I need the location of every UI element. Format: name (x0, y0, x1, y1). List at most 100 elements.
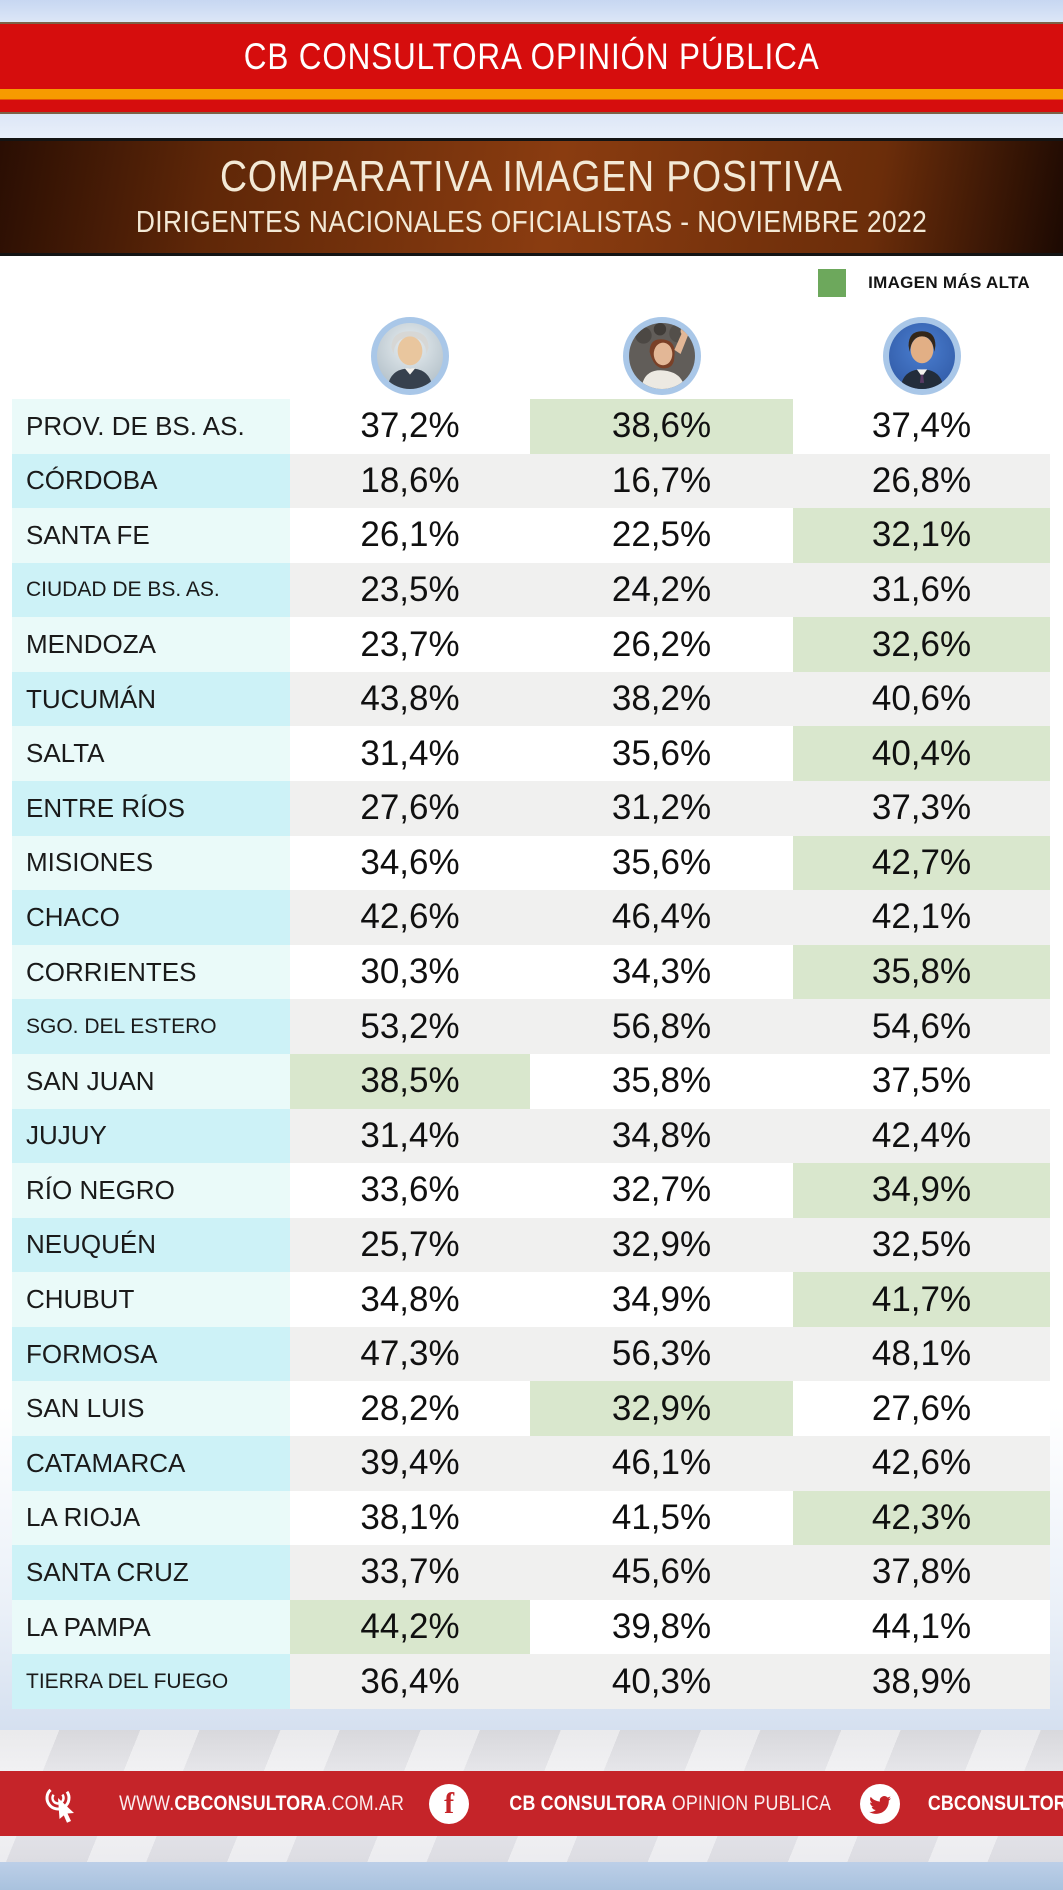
twitter-text: CBCONSULTORAOK (927, 1791, 1063, 1815)
brand-title-text: CB CONSULTORA OPINIÓN PÚBLICA (243, 36, 820, 77)
value-cell-person-1: 36,4% (290, 1654, 530, 1709)
value-cell-person-1: 31,4% (290, 726, 530, 782)
table-row: JUJUY 31,4% 34,8% 42,4% (12, 1108, 1050, 1164)
value-cell-person-3: 42,6% (793, 1435, 1050, 1491)
value-cell-person-2: 40,3% (530, 1654, 793, 1709)
value-cell-person-1: 28,2% (290, 1381, 530, 1436)
person-1-photo (377, 323, 443, 389)
value-cell-person-2: 22,5% (530, 508, 793, 563)
value-cell-person-3: 42,1% (793, 890, 1050, 945)
value-cell-person-2: 56,3% (530, 1326, 793, 1382)
value-cell-person-2: 34,9% (530, 1272, 793, 1327)
value-cell-person-1: 27,6% (290, 781, 530, 836)
value-cell-person-1: 42,6% (290, 890, 530, 945)
facebook-text: CB CONSULTORA OPINION PUBLICA (509, 1791, 832, 1815)
table-row: CÓRDOBA 18,6% 16,7% 26,8% (12, 453, 1050, 509)
table-row: MENDOZA 23,7% 26,2% 32,6% (12, 617, 1050, 672)
table-row: TUCUMÁN 43,8% 38,2% 40,6% (12, 671, 1050, 727)
value-cell-person-1: 33,7% (290, 1545, 530, 1600)
province-label: NEUQUÉN (12, 1217, 290, 1273)
province-label: JUJUY (12, 1108, 290, 1164)
bottom-strip (0, 1862, 1063, 1890)
banner-gap (0, 114, 1063, 138)
table-row: CIUDAD DE BS. AS. 23,5% 24,2% 31,6% (12, 562, 1050, 618)
person-2-avatar (622, 317, 701, 395)
table-row: SAN LUIS 28,2% 32,9% 27,6% (12, 1381, 1050, 1436)
province-label: MENDOZA (12, 617, 290, 672)
value-cell-person-2: 34,3% (530, 944, 793, 1000)
value-cell-person-2: 46,1% (530, 1435, 793, 1491)
value-cell-person-3: 42,7% (793, 835, 1050, 891)
province-label: CATAMARCA (12, 1435, 290, 1491)
page-title: COMPARATIVA IMAGEN POSITIVA (220, 152, 843, 202)
province-label: CORRIENTES (12, 944, 290, 1000)
value-cell-person-1: 23,5% (290, 562, 530, 618)
province-label: SALTA (12, 726, 290, 782)
province-label: SAN LUIS (12, 1381, 290, 1436)
value-cell-person-1: 38,1% (290, 1490, 530, 1546)
footer-zone: WWW.CBCONSULTORA.COM.AR f CB CONSULTORA … (0, 1730, 1063, 1862)
province-label: MISIONES (12, 835, 290, 891)
value-cell-person-3: 31,6% (793, 562, 1050, 618)
person-3-photo (888, 323, 955, 389)
value-cell-person-2: 35,8% (530, 1053, 793, 1109)
table-row: PROV. DE BS. AS. 37,2% 38,6% 37,4% (12, 399, 1050, 454)
province-label: SGO. DEL ESTERO (12, 999, 290, 1054)
table-row: SALTA 31,4% 35,6% 40,4% (12, 726, 1050, 782)
top-strip (0, 0, 1063, 22)
value-cell-person-1: 53,2% (290, 999, 530, 1054)
title-banner: COMPARATIVA IMAGEN POSITIVA DIRIGENTES N… (0, 138, 1063, 256)
value-cell-person-3: 37,4% (793, 399, 1050, 454)
table-row: SANTA FE 26,1% 22,5% 32,1% (12, 508, 1050, 563)
value-cell-person-3: 34,9% (793, 1163, 1050, 1218)
value-cell-person-1: 39,4% (290, 1435, 530, 1491)
value-cell-person-3: 54,6% (793, 999, 1050, 1054)
value-cell-person-2: 32,9% (530, 1217, 793, 1273)
value-cell-person-3: 32,5% (793, 1217, 1050, 1273)
value-cell-person-2: 38,6% (530, 399, 793, 454)
footer-bar: WWW.CBCONSULTORA.COM.AR f CB CONSULTORA … (0, 1771, 1063, 1836)
value-cell-person-3: 37,8% (793, 1545, 1050, 1600)
province-label: PROV. DE BS. AS. (12, 399, 290, 454)
value-cell-person-3: 37,5% (793, 1053, 1050, 1109)
province-label: SAN JUAN (12, 1053, 290, 1109)
value-cell-person-3: 41,7% (793, 1272, 1050, 1327)
comparison-table: PROV. DE BS. AS. 37,2% 38,6% 37,4% CÓRDO… (12, 399, 1050, 1709)
legend-green-swatch (818, 269, 847, 297)
value-cell-person-3: 32,6% (793, 617, 1050, 672)
brand-banner: CB CONSULTORA OPINIÓN PÚBLICA (0, 22, 1063, 114)
value-cell-person-1: 34,6% (290, 835, 530, 891)
value-cell-person-2: 35,6% (530, 726, 793, 782)
website-text: WWW.CBCONSULTORA.COM.AR (119, 1791, 405, 1815)
table-row: LA RIOJA 38,1% 41,5% 42,3% (12, 1490, 1050, 1546)
table-row: CATAMARCA 39,4% 46,1% 42,6% (12, 1435, 1050, 1491)
value-cell-person-1: 23,7% (290, 617, 530, 672)
province-label: LA PAMPA (12, 1599, 290, 1655)
table-row: SAN JUAN 38,5% 35,8% 37,5% (12, 1053, 1050, 1109)
facebook-icon: f (429, 1783, 470, 1824)
table-row: SGO. DEL ESTERO 53,2% 56,8% 54,6% (12, 999, 1050, 1054)
value-cell-person-2: 38,2% (530, 671, 793, 727)
value-cell-person-2: 35,6% (530, 835, 793, 891)
province-label: CÓRDOBA (12, 453, 290, 509)
table-row: TIERRA DEL FUEGO 36,4% 40,3% 38,9% (12, 1654, 1050, 1709)
province-label: ENTRE RÍOS (12, 781, 290, 836)
value-cell-person-3: 26,8% (793, 453, 1050, 509)
value-cell-person-2: 45,6% (530, 1545, 793, 1600)
value-cell-person-2: 46,4% (530, 890, 793, 945)
table-row: ENTRE RÍOS 27,6% 31,2% 37,3% (12, 781, 1050, 836)
value-cell-person-2: 16,7% (530, 453, 793, 509)
twitter-icon (859, 1783, 900, 1824)
website-link[interactable]: WWW.CBCONSULTORA.COM.AR (42, 1784, 429, 1824)
twitter-link[interactable]: CBCONSULTORAOK (859, 1783, 1063, 1824)
province-label: LA RIOJA (12, 1490, 290, 1546)
value-cell-person-1: 18,6% (290, 453, 530, 509)
value-cell-person-3: 42,4% (793, 1108, 1050, 1164)
page-subtitle: DIRIGENTES NACIONALES OFICIALISTAS - NOV… (135, 204, 928, 240)
value-cell-person-1: 37,2% (290, 399, 530, 454)
value-cell-person-1: 26,1% (290, 508, 530, 563)
table-row: SANTA CRUZ 33,7% 45,6% 37,8% (12, 1545, 1050, 1600)
facebook-link[interactable]: f CB CONSULTORA OPINION PUBLICA (429, 1783, 859, 1824)
value-cell-person-1: 44,2% (290, 1599, 530, 1655)
value-cell-person-3: 38,9% (793, 1654, 1050, 1709)
